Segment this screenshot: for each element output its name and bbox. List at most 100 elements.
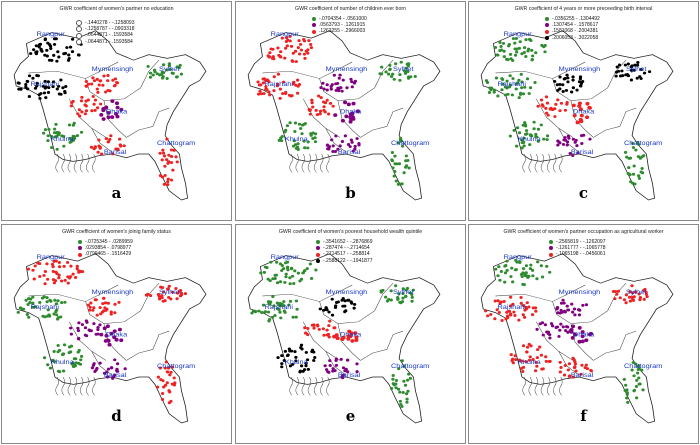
cluster-point bbox=[524, 305, 528, 309]
legend-swatch bbox=[316, 246, 320, 251]
cluster-point bbox=[349, 138, 354, 142]
legend-range: .0563793 - .1261915 bbox=[319, 22, 366, 29]
cluster-point bbox=[489, 88, 493, 92]
cluster-point bbox=[96, 90, 100, 94]
cluster-point bbox=[330, 297, 334, 301]
map-panel-d: GWR coefficient of women's joinig family… bbox=[1, 224, 232, 444]
cluster-point bbox=[508, 52, 513, 56]
cluster-point bbox=[57, 348, 62, 352]
cluster-point bbox=[545, 138, 549, 142]
cluster-point bbox=[511, 302, 515, 306]
cluster-point bbox=[171, 168, 175, 172]
cluster-point bbox=[521, 344, 526, 348]
cluster-point bbox=[51, 265, 55, 269]
cluster-point bbox=[346, 143, 351, 146]
cluster-point bbox=[280, 362, 284, 366]
cluster-point bbox=[618, 296, 622, 300]
cluster-point bbox=[625, 396, 629, 400]
cluster-point bbox=[402, 171, 406, 175]
river-delta bbox=[295, 153, 299, 173]
cluster-point bbox=[113, 77, 118, 81]
cluster-point bbox=[624, 73, 628, 77]
cluster-point bbox=[622, 298, 627, 302]
cluster-point bbox=[101, 83, 105, 87]
cluster-point bbox=[575, 144, 579, 148]
cluster-point bbox=[559, 366, 563, 369]
cluster-point bbox=[303, 331, 308, 335]
cluster-point bbox=[410, 295, 414, 299]
cluster-point bbox=[560, 310, 564, 314]
cluster-point bbox=[293, 269, 297, 273]
city-label: Rajshahi bbox=[30, 304, 59, 311]
cluster-point bbox=[348, 119, 353, 124]
cluster-point bbox=[394, 382, 398, 386]
cluster-point bbox=[539, 264, 543, 268]
cluster-point bbox=[43, 53, 47, 57]
cluster-point bbox=[384, 70, 388, 74]
division-boundary bbox=[607, 283, 627, 311]
cluster-point bbox=[166, 180, 170, 184]
city-label: Dhaka bbox=[106, 332, 127, 339]
city-label: Khulna bbox=[518, 136, 541, 143]
country-outline bbox=[13, 30, 207, 201]
cluster-point bbox=[394, 379, 399, 382]
cluster-point bbox=[79, 354, 84, 358]
cluster-point bbox=[296, 271, 300, 275]
cluster-point bbox=[331, 150, 335, 153]
legend-entry: -.1440278 - -.1258093 bbox=[76, 20, 134, 27]
cluster-point bbox=[110, 115, 115, 119]
cluster-point bbox=[496, 53, 500, 57]
legend-entry: -.0725345 - .0289959 bbox=[78, 239, 133, 245]
cluster-point bbox=[75, 134, 80, 138]
cluster-point bbox=[501, 41, 506, 45]
cluster-point bbox=[310, 98, 314, 102]
cluster-point bbox=[337, 89, 341, 93]
cluster-point bbox=[335, 81, 340, 85]
cluster-point bbox=[69, 350, 73, 354]
cluster-point bbox=[404, 295, 408, 298]
cluster-point bbox=[146, 64, 150, 68]
cluster-point bbox=[291, 362, 295, 366]
bangladesh-map: Rangpur Rajshahi Mymensingh Sylhet Dhaka Khul… bbox=[247, 253, 441, 424]
cluster-point bbox=[531, 54, 535, 58]
cluster-point bbox=[386, 72, 391, 76]
cluster-point bbox=[341, 297, 345, 300]
river-delta bbox=[540, 376, 545, 396]
panel-title: GWR coefficient of 4 years or more prece… bbox=[514, 6, 653, 12]
cluster-point bbox=[269, 300, 273, 304]
cluster-point bbox=[500, 88, 504, 92]
legend-swatch bbox=[76, 26, 82, 33]
cluster-point bbox=[404, 392, 409, 396]
cluster-point bbox=[65, 46, 69, 50]
cluster-point bbox=[544, 355, 548, 359]
cluster-point bbox=[500, 77, 504, 81]
cluster-point bbox=[160, 397, 165, 401]
cluster-point bbox=[46, 134, 50, 138]
cluster-point bbox=[515, 126, 520, 130]
cluster-point bbox=[46, 363, 50, 367]
cluster-point bbox=[535, 277, 539, 281]
cluster-point bbox=[90, 109, 94, 113]
cluster-point bbox=[399, 402, 403, 406]
cluster-point bbox=[390, 158, 394, 162]
cluster-point bbox=[45, 48, 49, 52]
cluster-point bbox=[572, 113, 577, 118]
cluster-point bbox=[531, 274, 535, 278]
cluster-point bbox=[521, 304, 526, 307]
cluster-point bbox=[400, 182, 404, 186]
cluster-point bbox=[567, 362, 572, 366]
cluster-point bbox=[527, 305, 531, 309]
cluster-point bbox=[402, 379, 406, 383]
cluster-point bbox=[335, 336, 340, 341]
river-delta bbox=[559, 153, 563, 173]
cluster-point bbox=[272, 304, 276, 308]
division-boundary bbox=[337, 100, 361, 138]
legend-swatch bbox=[549, 240, 553, 245]
cluster-point bbox=[53, 127, 57, 131]
cluster-point bbox=[352, 306, 356, 310]
legend-range: -.1065198 - -.0456061 bbox=[556, 251, 606, 258]
cluster-point bbox=[630, 142, 635, 145]
cluster-point bbox=[523, 272, 527, 276]
cluster-point bbox=[507, 85, 512, 89]
cluster-point bbox=[388, 68, 392, 72]
